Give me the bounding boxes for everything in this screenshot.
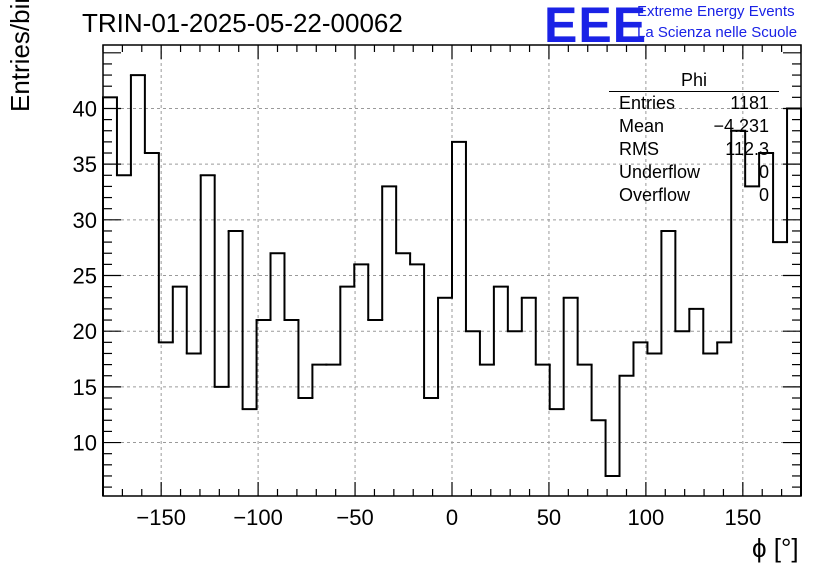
y-axis-label: Entries/bin [5,0,35,112]
eee-logo: EEE [544,0,648,53]
stats-row-rms: RMS 112.3 [609,138,779,161]
x-tick-label: 150 [724,505,761,530]
stats-key: Overflow [619,185,691,205]
stats-value: 1181 [730,93,769,113]
logo-line-2: La Scienza nelle Scuole [637,24,798,41]
stats-value: 112.3 [725,139,769,159]
stats-key: Underflow [619,162,701,182]
stats-value: 0 [758,162,769,182]
x-axis-label: ϕ [°] [752,533,799,563]
stats-box: Phi Entries 1181 Mean −4.231 RMS 112.3 U… [609,70,779,207]
y-tick-label: 40 [73,96,97,121]
x-tick-label: 50 [537,505,561,530]
y-tick-label: 25 [73,264,97,289]
logo-line-1: Extreme Energy Events [637,3,795,20]
x-tick-label: 100 [628,505,665,530]
x-tick-label: −100 [233,505,283,530]
stats-value: 0 [758,185,769,205]
stats-row-entries: Entries 1181 [609,92,779,115]
stats-value: −4.231 [713,116,769,136]
stats-title: Phi [609,70,779,92]
stats-key: RMS [619,139,659,159]
stats-row-overflow: Overflow 0 [609,184,779,207]
x-tick-label: 0 [446,505,458,530]
chart-title: TRIN-01-2025-05-22-00062 [82,8,403,38]
x-tick-label: −150 [136,505,186,530]
y-tick-label: 20 [73,319,97,344]
y-tick-label: 10 [73,431,97,456]
y-tick-label: 15 [73,375,97,400]
stats-row-underflow: Underflow 0 [609,161,779,184]
y-tick-label: 35 [73,152,97,177]
stats-key: Entries [619,93,676,113]
y-tick-label: 30 [73,208,97,233]
stats-key: Mean [619,116,665,136]
x-tick-label: −50 [336,505,373,530]
stats-row-mean: Mean −4.231 [609,115,779,138]
